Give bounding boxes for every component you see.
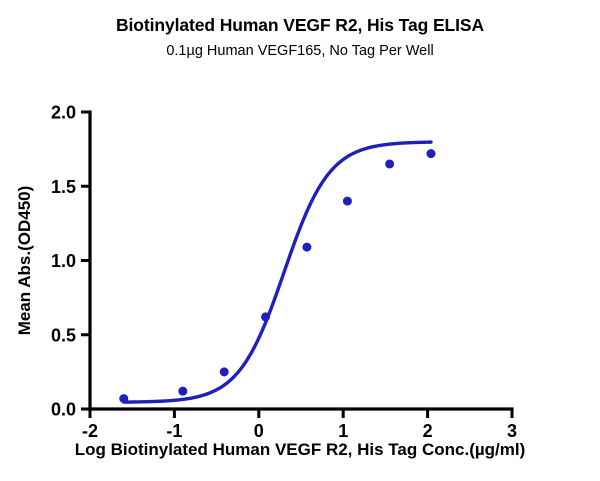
x-axis-tick-label: 2	[423, 421, 433, 441]
figure-title-block: Biotinylated Human VEGF R2, His Tag ELIS…	[0, 14, 600, 61]
y-axis-tick-label: 0.0	[51, 400, 76, 420]
data-point	[261, 312, 271, 322]
x-axis-tick-label: -1	[166, 421, 182, 441]
axis-titles: Mean Abs.(OD450) Log Biotinylated Human V…	[15, 186, 525, 459]
fit-curve	[122, 140, 433, 404]
y-axis: 0.0 0.5 1.0 1.5 2.0	[51, 103, 92, 420]
data-points-group	[119, 149, 436, 404]
x-axis-title: Log Biotinylated Human VEGF R2, His Tag …	[75, 440, 526, 459]
data-point	[342, 196, 352, 206]
y-axis-tick-label: 0.5	[51, 325, 76, 345]
fit-curve-group	[122, 140, 433, 404]
data-point	[119, 394, 129, 404]
x-axis-tick-label: -2	[82, 421, 98, 441]
y-axis-tick-label: 2.0	[51, 103, 76, 123]
data-point	[302, 242, 312, 252]
data-point	[385, 159, 395, 169]
x-axis: -2 -1 0 1 2 3	[82, 407, 517, 441]
y-axis-tick-label: 1.0	[51, 251, 76, 271]
data-point	[178, 386, 188, 396]
chart-title: Biotinylated Human VEGF R2, His Tag ELIS…	[116, 15, 484, 35]
data-point	[426, 149, 436, 159]
chart-subtitle: 0.1µg Human VEGF165, No Tag Per Well	[166, 43, 434, 59]
data-point	[219, 367, 229, 377]
x-axis-tick-label: 1	[338, 421, 348, 441]
x-axis-tick-label: 3	[507, 421, 517, 441]
x-axis-tick-label: 0	[254, 421, 264, 441]
y-axis-title: Mean Abs.(OD450)	[15, 186, 34, 336]
y-axis-tick-label: 1.5	[51, 177, 76, 197]
